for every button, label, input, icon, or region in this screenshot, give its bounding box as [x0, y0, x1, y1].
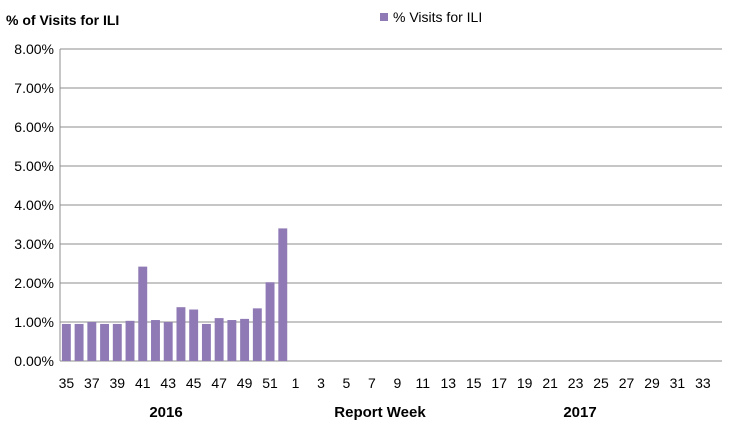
y-tick-label: 7.00% — [14, 80, 54, 96]
y-tick-label: 2.00% — [14, 275, 54, 291]
y-tick-label: 4.00% — [14, 197, 54, 213]
bar — [100, 323, 110, 361]
bar — [112, 323, 122, 361]
bar — [163, 322, 173, 361]
legend-label: % Visits for ILI — [393, 9, 483, 25]
x-tick-label: 13 — [441, 375, 457, 391]
legend: % Visits for ILI — [380, 9, 482, 25]
bar — [252, 308, 262, 361]
x-tick-label: 5 — [343, 375, 351, 391]
bar — [176, 307, 186, 361]
x-tick-label: 37 — [84, 375, 100, 391]
bar — [74, 323, 84, 361]
x-tick-label: 31 — [670, 375, 686, 391]
x-tick-label: 1 — [292, 375, 300, 391]
x-tick-label: 33 — [695, 375, 711, 391]
y-tick-label: 5.00% — [14, 158, 54, 174]
y-tick-label: 1.00% — [14, 314, 54, 330]
x-tick-label: 29 — [644, 375, 660, 391]
bar — [278, 228, 288, 361]
group-label-2016: 2016 — [149, 404, 183, 421]
legend-swatch — [380, 13, 388, 21]
bar — [227, 320, 237, 361]
bar — [125, 320, 135, 361]
x-tick-label: 15 — [466, 375, 482, 391]
y-tick-label: 6.00% — [14, 119, 54, 135]
x-tick-label: 47 — [211, 375, 227, 391]
bar — [151, 320, 160, 361]
y-tick-label: 3.00% — [14, 236, 54, 252]
x-tick-label: 35 — [59, 375, 75, 391]
bar — [201, 323, 211, 361]
y-tick-label: 8.00% — [14, 41, 54, 57]
y-tick-label: 0.00% — [14, 353, 54, 369]
x-tick-label: 39 — [110, 375, 126, 391]
x-tick-label: 7 — [368, 375, 376, 391]
x-tick-label: 27 — [619, 375, 635, 391]
bar — [87, 322, 97, 361]
x-tick-label: 19 — [517, 375, 533, 391]
bar — [214, 318, 224, 361]
x-tick-label: 9 — [393, 375, 401, 391]
x-tick-label: 17 — [491, 375, 507, 391]
bar — [240, 318, 250, 361]
x-tick-label: 45 — [186, 375, 202, 391]
x-tick-label: 41 — [135, 375, 151, 391]
x-tick-label: 21 — [542, 375, 558, 391]
x-tick-label: 25 — [593, 375, 609, 391]
x-tick-label: 51 — [262, 375, 278, 391]
x-axis-label: Report Week — [334, 404, 426, 421]
x-tick-label: 49 — [237, 375, 253, 391]
y-axis-label: % of Visits for ILI — [6, 12, 120, 28]
bar — [189, 309, 199, 361]
x-tick-label: 3 — [317, 375, 325, 391]
x-tick-label: 11 — [416, 375, 431, 391]
bar — [61, 323, 71, 361]
group-label-2017: 2017 — [563, 404, 597, 421]
bar — [265, 282, 275, 361]
x-tick-label: 43 — [160, 375, 176, 391]
x-tick-label: 23 — [568, 375, 584, 391]
bar — [138, 266, 148, 361]
